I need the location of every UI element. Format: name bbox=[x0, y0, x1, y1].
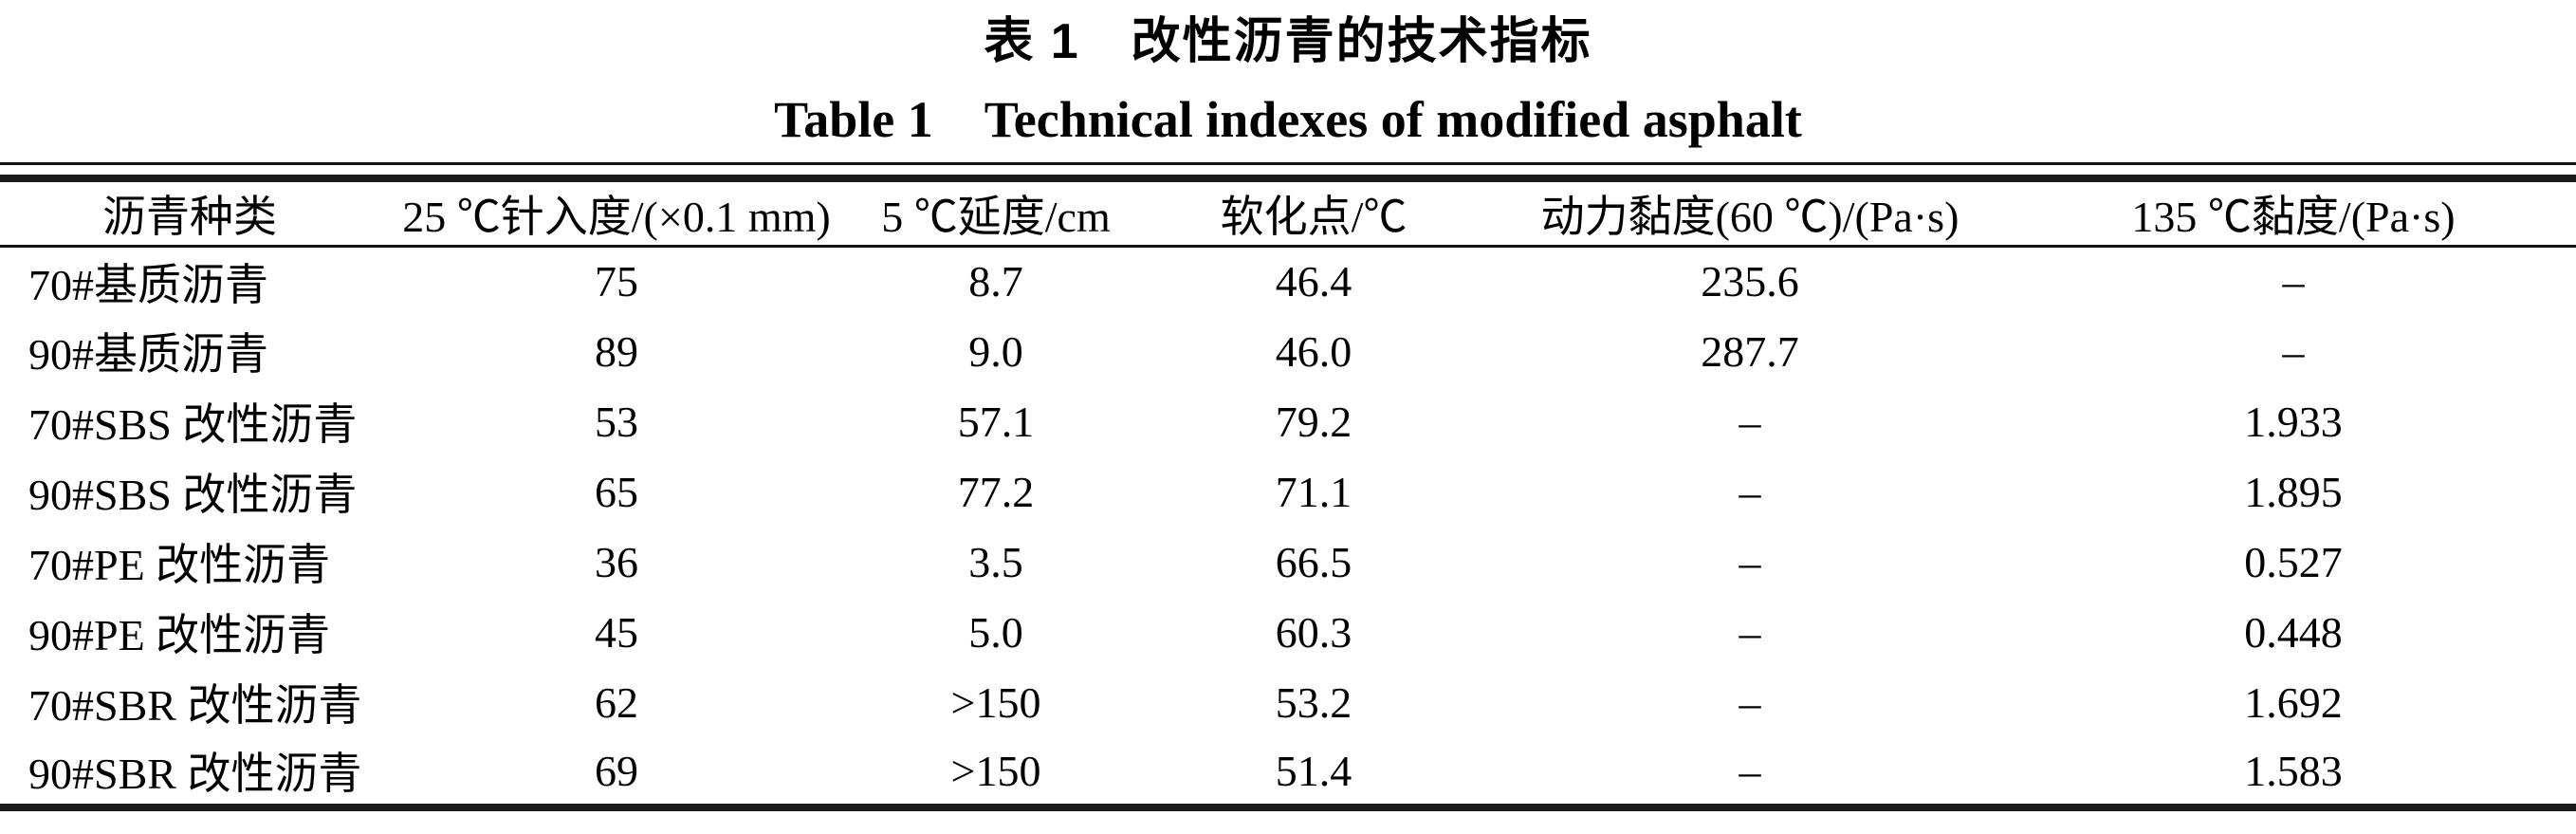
table-title-chinese: 表 1 改性沥青的技术指标 bbox=[984, 14, 1592, 69]
row-label: 70#SBR 改性沥青 bbox=[28, 681, 362, 731]
table-cell: – bbox=[1739, 467, 1761, 516]
table-cell: 46.0 bbox=[1275, 326, 1352, 376]
table-row: 90#SBS 改性沥青 65 77.2 71.1 – 1.895 bbox=[0, 456, 2576, 527]
table-cell: >150 bbox=[950, 746, 1041, 795]
table-cell: 60.3 bbox=[1275, 607, 1352, 657]
table-cell: 65 bbox=[595, 467, 638, 516]
table-cell: 46.4 bbox=[1275, 257, 1352, 306]
table-cell: 53 bbox=[595, 397, 638, 446]
table-cell: 62 bbox=[595, 677, 638, 727]
table-cell: 45 bbox=[595, 607, 638, 657]
row-label: 90#SBR 改性沥青 bbox=[28, 750, 362, 799]
table-cell: 0.527 bbox=[2244, 537, 2343, 586]
table-title-english: Table 1 Technical indexes of modified as… bbox=[774, 91, 1802, 149]
table-row: 90#SBR 改性沥青 69 >150 51.4 – 1.583 bbox=[0, 737, 2576, 807]
table-cell: 1.692 bbox=[2244, 677, 2343, 727]
table-cell: >150 bbox=[950, 677, 1041, 727]
table-cell: 1.583 bbox=[2244, 746, 2343, 795]
technical-indexes-table: 沥青种类 25 ℃针入度/(×0.1 mm) 5 ℃延度/cm 软化点/℃ 动力… bbox=[0, 174, 2576, 812]
table-cell: 8.7 bbox=[968, 257, 1023, 306]
row-label: 90#PE 改性沥青 bbox=[28, 611, 331, 660]
table-cell: 57.1 bbox=[957, 397, 1035, 446]
table-cell: 51.4 bbox=[1275, 746, 1352, 795]
table-cell: 53.2 bbox=[1275, 677, 1352, 727]
table-body: 70#基质沥青 75 8.7 46.4 235.6 – 90#基质沥青 89 9… bbox=[0, 246, 2576, 807]
row-label: 90#SBS 改性沥青 bbox=[28, 471, 358, 520]
table-cell: – bbox=[1739, 607, 1761, 657]
table-cell: 1.895 bbox=[2244, 467, 2343, 516]
table-cell: – bbox=[1739, 746, 1761, 795]
table-cell: 89 bbox=[595, 326, 638, 376]
table-cell: 77.2 bbox=[957, 467, 1035, 516]
table-cell: 0.448 bbox=[2244, 607, 2343, 657]
table-cell: – bbox=[2282, 326, 2305, 376]
table-cell: 71.1 bbox=[1275, 467, 1352, 516]
row-label: 70#PE 改性沥青 bbox=[28, 541, 331, 590]
row-label: 90#基质沥青 bbox=[28, 330, 268, 380]
column-header-135c-viscosity: 135 ℃黏度/(Pa·s) bbox=[2011, 177, 2576, 248]
header-row: 沥青种类 25 ℃针入度/(×0.1 mm) 5 ℃延度/cm 软化点/℃ 动力… bbox=[0, 177, 2576, 248]
table-cell: 235.6 bbox=[1701, 257, 1799, 306]
column-header-dynamic-viscosity: 动力黏度(60 ℃)/(Pa·s) bbox=[1489, 177, 2011, 248]
table-cell: 287.7 bbox=[1701, 326, 1799, 376]
table-cell: 1.933 bbox=[2244, 397, 2343, 446]
table-cell: 66.5 bbox=[1275, 537, 1352, 586]
table-cell: – bbox=[1739, 397, 1761, 446]
table-row: 90#基质沥青 89 9.0 46.0 287.7 – bbox=[0, 316, 2576, 386]
table-cell: 75 bbox=[595, 257, 638, 306]
column-header-softening-point: 软化点/℃ bbox=[1138, 177, 1489, 248]
row-label: 70#基质沥青 bbox=[28, 260, 268, 309]
table-cell: 36 bbox=[595, 537, 638, 586]
table-cell: – bbox=[1739, 677, 1761, 727]
table-cell: 3.5 bbox=[968, 537, 1023, 586]
column-header-ductility: 5 ℃延度/cm bbox=[854, 177, 1138, 248]
table-cell: 69 bbox=[595, 746, 638, 795]
column-header-asphalt-type: 沥青种类 bbox=[0, 177, 379, 248]
table-cell: – bbox=[2282, 257, 2305, 306]
table-row: 90#PE 改性沥青 45 5.0 60.3 – 0.448 bbox=[0, 597, 2576, 667]
table-cell: 5.0 bbox=[968, 607, 1023, 657]
top-thin-rule bbox=[0, 161, 2576, 165]
table-header: 沥青种类 25 ℃针入度/(×0.1 mm) 5 ℃延度/cm 软化点/℃ 动力… bbox=[0, 177, 2576, 248]
table-row: 70#基质沥青 75 8.7 46.4 235.6 – bbox=[0, 246, 2576, 316]
table-cell: 9.0 bbox=[968, 326, 1023, 376]
column-header-penetration: 25 ℃针入度/(×0.1 mm) bbox=[379, 177, 854, 248]
table-row: 70#SBR 改性沥青 62 >150 53.2 – 1.692 bbox=[0, 667, 2576, 737]
table-cell: – bbox=[1739, 537, 1761, 586]
table-row: 70#SBS 改性沥青 53 57.1 79.2 – 1.933 bbox=[0, 386, 2576, 456]
table-row: 70#PE 改性沥青 36 3.5 66.5 – 0.527 bbox=[0, 527, 2576, 597]
table-cell: 79.2 bbox=[1275, 397, 1352, 446]
row-label: 70#SBS 改性沥青 bbox=[28, 400, 358, 450]
